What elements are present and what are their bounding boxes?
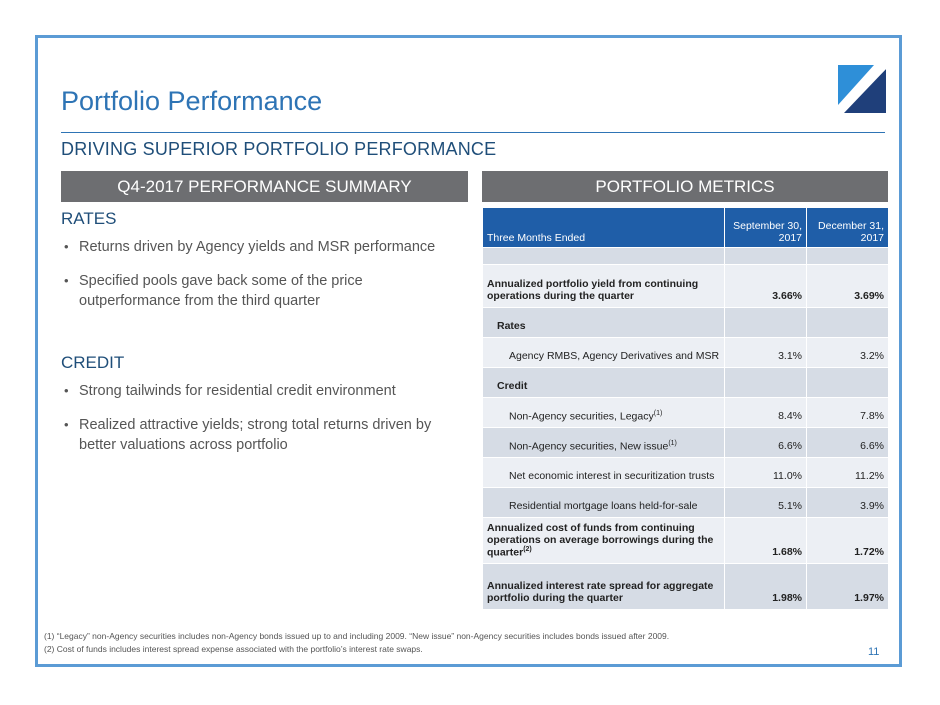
column-header: December 31, 2017 — [806, 207, 889, 248]
cell-value: 1.68% — [724, 517, 807, 564]
row-label: Annualized interest rate spread for aggr… — [482, 563, 725, 610]
cell-value: 6.6% — [806, 427, 889, 458]
table-row: Net economic interest in securitization … — [482, 457, 889, 488]
row-label-text: Annualized cost of funds from continuing… — [487, 521, 714, 559]
performance-summary-header: Q4-2017 PERFORMANCE SUMMARY — [61, 171, 468, 202]
row-label: Non-Agency securities, New issue(1) — [482, 427, 725, 458]
table-row: Rates — [482, 307, 889, 338]
row-label-text: Non-Agency securities, New issue — [509, 440, 669, 452]
row-label: Annualized cost of funds from continuing… — [482, 517, 725, 564]
table-row: Residential mortgage loans held-for-sale… — [482, 487, 889, 518]
column-header: September 30, 2017 — [724, 207, 807, 248]
table-row: Credit — [482, 367, 889, 398]
footnote-marker: (1) — [668, 439, 677, 447]
row-label: Annualized portfolio yield from continui… — [482, 264, 725, 308]
cell-value: 3.69% — [806, 264, 889, 308]
slide-frame — [35, 35, 902, 667]
cell-value: 3.9% — [806, 487, 889, 518]
table-row: Non-Agency securities, New issue(1) 6.6%… — [482, 427, 889, 458]
row-label: Rates — [482, 307, 725, 338]
cell-value: 7.8% — [806, 397, 889, 428]
credit-heading: CREDIT — [61, 353, 125, 372]
footnote-1: (1) “Legacy” non-Agency securities inclu… — [44, 631, 670, 641]
table-row: Non-Agency securities, Legacy(1) 8.4% 7.… — [482, 397, 889, 428]
cell-value: 11.2% — [806, 457, 889, 488]
cell-value: 3.2% — [806, 337, 889, 368]
row-label-text: Non-Agency securities, Legacy — [509, 410, 654, 422]
table-row: Annualized cost of funds from continuing… — [482, 517, 889, 564]
page-title: Portfolio Performance — [61, 86, 323, 116]
page-number: 11 — [868, 646, 880, 658]
company-logo — [838, 65, 886, 113]
cell-value: 5.1% — [724, 487, 807, 518]
bullet-item: Returns driven by Agency yields and MSR … — [61, 237, 466, 257]
rates-bullets: Returns driven by Agency yields and MSR … — [61, 237, 466, 325]
cell-value: 8.4% — [724, 397, 807, 428]
cell-value: 3.1% — [724, 337, 807, 368]
row-label: Agency RMBS, Agency Derivatives and MSR — [482, 337, 725, 368]
footnote-marker: (2) — [523, 545, 532, 553]
bullet-item: Strong tailwinds for residential credit … — [61, 381, 466, 401]
table-row: Annualized portfolio yield from continui… — [482, 264, 889, 308]
footnote-2: (2) Cost of funds includes interest spre… — [44, 644, 423, 654]
slide-subtitle: DRIVING SUPERIOR PORTFOLIO PERFORMANCE — [61, 139, 497, 159]
table-spacer-row — [482, 247, 889, 265]
cell-value: 11.0% — [724, 457, 807, 488]
portfolio-metrics-table: Three Months Ended September 30, 2017 De… — [482, 207, 889, 610]
row-label: Residential mortgage loans held-for-sale — [482, 487, 725, 518]
table-row: Agency RMBS, Agency Derivatives and MSR … — [482, 337, 889, 368]
table-header-row: Three Months Ended September 30, 2017 De… — [482, 207, 889, 248]
bullet-item: Specified pools gave back some of the pr… — [61, 271, 466, 311]
footnote-marker: (1) — [653, 409, 663, 417]
portfolio-metrics-header: PORTFOLIO METRICS — [482, 171, 888, 202]
row-label: Non-Agency securities, Legacy(1) — [482, 397, 725, 428]
cell-value: 1.97% — [806, 563, 889, 610]
table-row: Annualized interest rate spread for aggr… — [482, 563, 889, 610]
row-label: Net economic interest in securitization … — [482, 457, 725, 488]
cell-value: 3.66% — [724, 264, 807, 308]
rates-heading: RATES — [61, 209, 117, 228]
cell-value: 6.6% — [724, 427, 807, 458]
credit-bullets: Strong tailwinds for residential credit … — [61, 381, 466, 469]
cell-value: 1.98% — [724, 563, 807, 610]
row-label: Credit — [482, 367, 725, 398]
cell-value: 1.72% — [806, 517, 889, 564]
bullet-item: Realized attractive yields; strong total… — [61, 415, 466, 455]
title-divider — [61, 132, 885, 133]
column-header: Three Months Ended — [482, 207, 725, 248]
